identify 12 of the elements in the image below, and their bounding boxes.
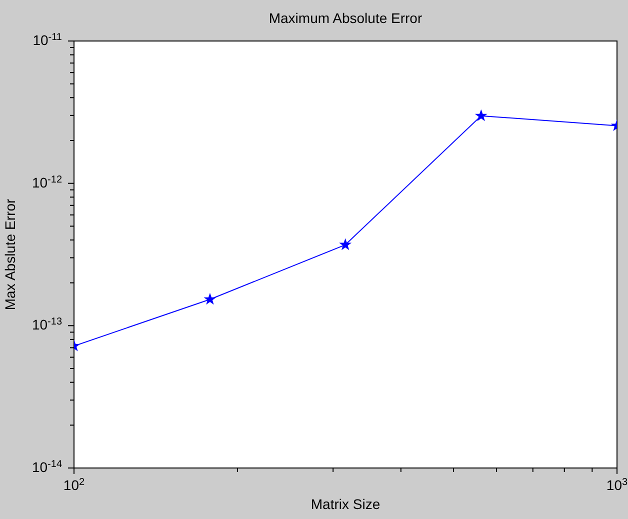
point	[340, 239, 351, 250]
y-tick-label: 10$^{-14}$	[32, 458, 62, 475]
x-tick-label: 10$^{2}$	[63, 476, 86, 493]
x-axis-title: Matrix Size	[310, 496, 380, 512]
point	[204, 294, 216, 304]
y-axis-title: Max Abslute Error	[2, 198, 18, 310]
y-tick-label: 10$^{-11}$	[32, 32, 62, 48]
y-tick-label: 10$^{-13}$	[32, 316, 62, 333]
x-tick-label: 10$^{3}$	[606, 476, 628, 493]
y-tick-label: 10$^{-12}$	[32, 174, 62, 190]
chart-title: Maximum Absolute Error	[268, 10, 424, 26]
point	[476, 110, 486, 120]
